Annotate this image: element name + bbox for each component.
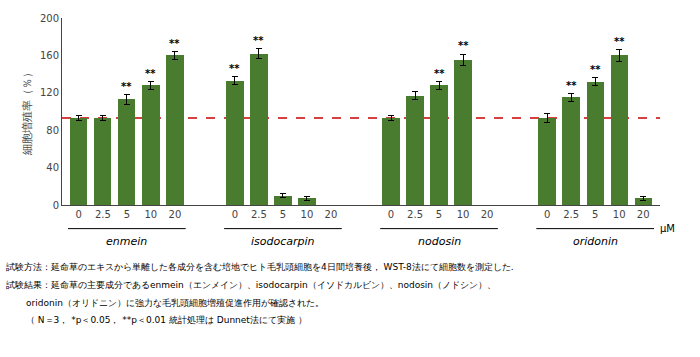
svg-text:2.5: 2.5: [251, 209, 267, 220]
svg-text:細胞増殖率（％）: 細胞増殖率（％）: [21, 68, 34, 157]
svg-text:5: 5: [124, 209, 130, 220]
svg-text:20: 20: [481, 209, 494, 220]
svg-text:oridonin: oridonin: [573, 235, 618, 248]
svg-text:0: 0: [53, 200, 59, 211]
svg-text:5: 5: [280, 209, 286, 220]
svg-text:isodocarpin: isodocarpin: [251, 235, 315, 248]
svg-text:**: **: [229, 63, 240, 74]
svg-text:20: 20: [169, 209, 182, 220]
svg-text:enmein: enmein: [106, 235, 147, 248]
svg-text:**: **: [121, 81, 132, 92]
svg-text:（ N＝3， *p＜0.05， **p＜0.01 統計処理は: （ N＝3， *p＜0.05， **p＜0.01 統計処理は Dunnet法にて…: [26, 315, 307, 325]
svg-text:2.5: 2.5: [407, 209, 423, 220]
svg-text:**: **: [434, 68, 445, 79]
svg-text:10: 10: [457, 209, 470, 220]
svg-text:μM: μM: [660, 223, 675, 234]
svg-text:40: 40: [46, 162, 59, 173]
svg-text:20: 20: [325, 209, 338, 220]
svg-text:5: 5: [436, 209, 442, 220]
svg-text:oridonin（オリドニン）に強力な毛乳頭細胞増殖促進作用: oridonin（オリドニン）に強力な毛乳頭細胞増殖促進作用が確認された。: [26, 298, 324, 308]
svg-text:**: **: [253, 35, 264, 46]
svg-text:0: 0: [388, 209, 394, 220]
svg-text:10: 10: [613, 209, 626, 220]
svg-text:10: 10: [301, 209, 314, 220]
svg-text:20: 20: [637, 209, 650, 220]
svg-text:**: **: [566, 80, 577, 91]
svg-text:nodosin: nodosin: [418, 235, 461, 248]
svg-text:**: **: [169, 38, 180, 49]
svg-text:2.5: 2.5: [563, 209, 579, 220]
svg-text:0: 0: [76, 209, 82, 220]
svg-text:試験方法：延命草のエキスから単離した各成分を含む培地でヒト毛: 試験方法：延命草のエキスから単離した各成分を含む培地でヒト毛乳頭細胞を4日間培養…: [6, 262, 514, 272]
svg-text:**: **: [614, 36, 625, 47]
svg-text:5: 5: [592, 209, 598, 220]
svg-text:10: 10: [144, 209, 157, 220]
svg-text:200: 200: [40, 13, 59, 24]
svg-text:0: 0: [544, 209, 550, 220]
svg-text:160: 160: [40, 50, 59, 61]
svg-text:**: **: [458, 40, 469, 51]
svg-text:120: 120: [40, 87, 59, 98]
svg-text:**: **: [590, 64, 601, 75]
svg-text:試験結果：延命草の主要成分であるenmein（エンメイン）、: 試験結果：延命草の主要成分であるenmein（エンメイン）、isodocarpi…: [6, 280, 496, 290]
svg-text:2.5: 2.5: [95, 209, 111, 220]
svg-text:**: **: [145, 68, 156, 79]
svg-text:80: 80: [46, 125, 59, 136]
svg-text:0: 0: [232, 209, 238, 220]
